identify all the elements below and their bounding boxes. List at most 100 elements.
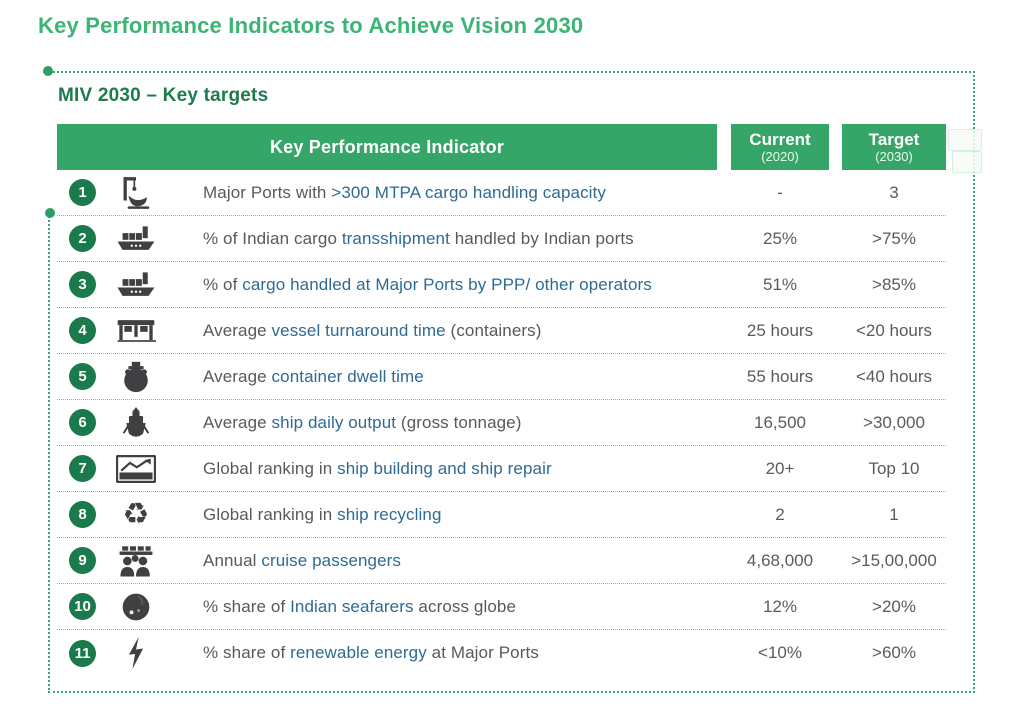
- table-row: 7 Global ranking in ship building and sh…: [57, 446, 946, 492]
- kpi-label-post: handled by Indian ports: [449, 228, 634, 248]
- kpi-label-pre: % of Indian cargo: [203, 228, 342, 248]
- current-value: 51%: [762, 274, 798, 294]
- column-header-current-label: Current: [749, 130, 811, 149]
- table-row: 11 % share of renewable energy at Major …: [57, 630, 946, 676]
- kpi-label: Average vessel turnaround time (containe…: [203, 321, 731, 341]
- current-value: 55 hours: [746, 366, 814, 386]
- row-number-badge: 4: [69, 317, 96, 344]
- column-header-kpi: Key Performance Indicator: [57, 124, 717, 170]
- kpi-label-pre: % share of: [203, 643, 291, 662]
- kpi-label-highlight: Indian seafarers: [290, 596, 414, 616]
- table-row: 8 ♻ Global ranking in ship recycling 2 1: [57, 492, 946, 538]
- decorative-tab: [952, 151, 982, 173]
- kpi-label-pre: Average: [203, 412, 272, 432]
- kpi-label: Global ranking in ship building and ship…: [203, 459, 731, 479]
- target-value: >85%: [872, 274, 916, 294]
- current-value: 4,68,000: [746, 550, 814, 570]
- kpi-label-highlight: container dwell time: [271, 366, 424, 386]
- target-value: Top 10: [868, 458, 920, 478]
- kpi-label-pre: Average: [203, 366, 272, 386]
- row-number-badge: 2: [69, 225, 96, 252]
- row-number-badge: 7: [69, 455, 96, 482]
- current-value: 25 hours: [746, 320, 814, 340]
- kpi-label-pre: % of: [203, 274, 243, 294]
- current-value: 2: [775, 504, 785, 524]
- current-value: 20+: [765, 458, 795, 478]
- page-title: Key Performance Indicators to Achieve Vi…: [38, 13, 584, 38]
- ship-front-icon: [113, 406, 159, 440]
- row-number-badge: 5: [69, 363, 96, 390]
- green-dot-marker: [45, 208, 55, 218]
- kpi-label: Global ranking in ship recycling: [203, 505, 731, 525]
- current-value: 25%: [762, 228, 798, 248]
- row-number-badge: 3: [69, 271, 96, 298]
- target-value: >30,000: [863, 412, 925, 432]
- row-number-badge: 1: [69, 179, 96, 206]
- kpi-label-highlight: transshipment: [341, 228, 450, 248]
- kpi-label: % of cargo handled at Major Ports by PPP…: [203, 275, 731, 295]
- gantry-crane-icon: [113, 318, 159, 344]
- globe-icon: [113, 591, 159, 623]
- kpi-label-pre: Annual: [203, 550, 262, 570]
- target-value: 1: [889, 504, 899, 524]
- kpi-label-pre: % share of: [203, 596, 291, 616]
- row-number-badge: 9: [69, 547, 96, 574]
- column-header-current-year: (2020): [761, 149, 799, 164]
- kpi-label-highlight: ship building and ship repair: [337, 458, 552, 478]
- table-row: 5 Average container dwell time 55 hours …: [57, 354, 946, 400]
- kpi-label-pre: Global ranking in: [203, 504, 338, 524]
- table-row: 9 Annual cruise passengers 4,68,000 >15,…: [57, 538, 946, 584]
- column-header-target-label: Target: [868, 130, 920, 149]
- kpi-table-rows: 1 Major Ports with >300 MTPA cargo handl…: [57, 170, 946, 676]
- kpi-label: Average container dwell time: [203, 367, 731, 387]
- container-dwell-icon: [113, 361, 159, 393]
- table-row: 10 % share of Indian seafarers across gl…: [57, 584, 946, 630]
- target-value: >15,00,000: [851, 550, 937, 570]
- table-row: 1 Major Ports with >300 MTPA cargo handl…: [57, 170, 946, 216]
- dotted-panel-frame: [48, 71, 975, 693]
- kpi-label-highlight: renewable energy: [290, 643, 427, 662]
- current-value: -: [777, 182, 783, 202]
- row-number-badge: 11: [69, 639, 96, 667]
- target-value: <40 hours: [855, 366, 933, 386]
- table-row: 2 % of Indian cargo transshipment handle…: [57, 216, 946, 262]
- dotted-panel-left-border: [48, 213, 50, 693]
- container-ship-icon: [113, 270, 159, 300]
- current-value: 12%: [762, 596, 798, 616]
- recycle-icon: ♻: [113, 496, 159, 532]
- kpi-label-highlight: >300 MTPA cargo handling capacity: [331, 182, 606, 202]
- lightning-icon: [113, 637, 159, 669]
- target-value: >75%: [872, 228, 916, 248]
- target-value: 3: [889, 182, 899, 202]
- kpi-label-post: at Major Ports: [426, 643, 539, 662]
- passengers-icon: [113, 545, 159, 577]
- table-row: 6 Average ship daily output (gross tonna…: [57, 400, 946, 446]
- table-row: 4 Average vessel turnaround time (contai…: [57, 308, 946, 354]
- kpi-label-post: across globe: [413, 596, 517, 616]
- kpi-label: % of Indian cargo transshipment handled …: [203, 229, 731, 249]
- harbor-crane-icon: [113, 175, 159, 211]
- recycle-glyph: ♻: [122, 496, 150, 532]
- kpi-label-pre: Average: [203, 320, 272, 340]
- kpi-label-pre: Major Ports with: [203, 182, 332, 202]
- row-number-badge: 10: [69, 593, 96, 620]
- kpi-label-post: (containers): [445, 320, 542, 340]
- target-value: >60%: [872, 643, 916, 662]
- table-row: 3 % of cargo handled at Major Ports by P…: [57, 262, 946, 308]
- kpi-label: % share of Indian seafarers across globe: [203, 597, 731, 617]
- kpi-label-highlight: ship daily output: [271, 412, 397, 432]
- kpi-label-highlight: ship recycling: [337, 504, 442, 524]
- current-value: 16,500: [754, 412, 806, 432]
- kpi-label-highlight: cargo handled at Major Ports by PPP/ oth…: [242, 274, 652, 294]
- kpi-label-pre: Global ranking in: [203, 458, 338, 478]
- column-header-target: Target (2030): [842, 124, 946, 170]
- kpi-label-highlight: cruise passengers: [261, 550, 402, 570]
- kpi-label: Major Ports with >300 MTPA cargo handlin…: [203, 183, 731, 203]
- row-number-badge: 8: [69, 501, 96, 528]
- container-ship-icon: [113, 224, 159, 254]
- kpi-label-highlight: vessel turnaround time: [271, 320, 446, 340]
- green-dot-marker: [43, 66, 53, 76]
- kpi-label: Average ship daily output (gross tonnage…: [203, 413, 731, 433]
- column-header-current: Current (2020): [731, 124, 829, 170]
- row-number-badge: 6: [69, 409, 96, 436]
